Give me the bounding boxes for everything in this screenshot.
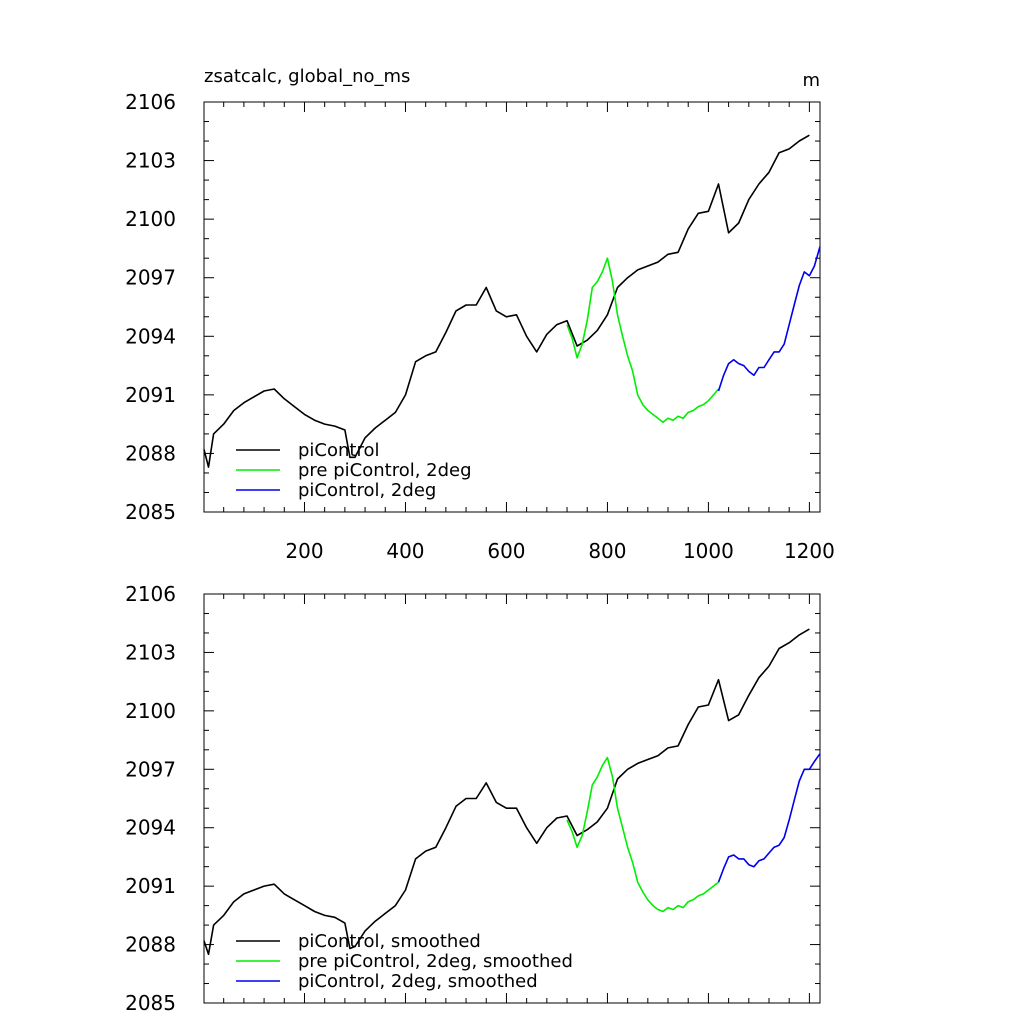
- y-tick-label: 2088: [125, 441, 176, 465]
- y-tick-label: 2085: [125, 500, 176, 524]
- units-label: m: [802, 70, 820, 91]
- x-tick-label: 200: [285, 539, 323, 563]
- y-tick-label: 2103: [125, 640, 176, 664]
- legend-label: pre piControl, 2deg: [298, 460, 472, 481]
- y-tick-label: 2097: [125, 266, 176, 290]
- series-line-picontrol-2deg: [717, 246, 821, 392]
- y-tick-label: 2106: [125, 90, 176, 114]
- y-tick-label: 2094: [125, 816, 176, 840]
- series-line-pre-picontrol-2deg-smoothed: [566, 756, 719, 913]
- x-tick-label: 1000: [683, 539, 734, 563]
- series-line-pre-picontrol-2deg: [566, 257, 720, 424]
- y-tick-label: 2100: [125, 207, 176, 231]
- series-line-picontrol-smoothed: [203, 628, 810, 956]
- legend-label: piControl: [298, 440, 380, 461]
- chart-title: zsatcalc, global_no_ms: [204, 66, 410, 87]
- legend-label: piControl, 2deg: [298, 480, 436, 501]
- x-tick-label: 400: [386, 539, 424, 563]
- y-tick-label: 2097: [125, 757, 176, 781]
- bottom-panel: 2085 2088 2091 2094 2097 2100 2103 2106 piContro…: [125, 582, 821, 1015]
- series-line-picontrol: [203, 134, 810, 468]
- y-tick-label: 2091: [125, 383, 176, 407]
- series-line-picontrol-2deg-smoothed: [717, 753, 821, 883]
- plot-frame: [203, 101, 821, 513]
- x-tick-label: 600: [487, 539, 525, 563]
- y-tick-label: 2100: [125, 699, 176, 723]
- legend-label: pre piControl, 2deg, smoothed: [298, 951, 573, 972]
- y-tick-label: 2103: [125, 149, 176, 173]
- y-tick-label: 2085: [125, 991, 176, 1015]
- legend-label: piControl, 2deg, smoothed: [298, 971, 538, 992]
- x-tick-label: 800: [588, 539, 626, 563]
- legend-label: piControl, smoothed: [298, 931, 481, 952]
- plot-frame: [203, 593, 821, 1004]
- x-tick-label: 1200: [784, 539, 835, 563]
- top-panel: 2085 2088 2091 2094 2097 2100 2103 2106 200 400 60…: [125, 90, 835, 563]
- y-tick-label: 2091: [125, 874, 176, 898]
- y-tick-label: 2088: [125, 933, 176, 957]
- y-tick-label: 2106: [125, 582, 176, 606]
- y-tick-label: 2094: [125, 324, 176, 348]
